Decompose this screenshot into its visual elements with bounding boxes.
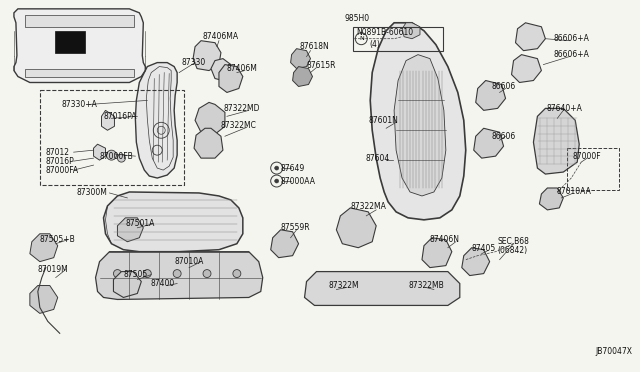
Bar bbox=[353, 27, 443, 51]
Text: 87322M: 87322M bbox=[328, 281, 359, 290]
Text: 87019M: 87019M bbox=[38, 265, 68, 274]
Polygon shape bbox=[292, 67, 312, 86]
Text: 87649: 87649 bbox=[281, 164, 305, 173]
Polygon shape bbox=[113, 272, 141, 298]
Polygon shape bbox=[394, 55, 446, 196]
Text: 87000FB: 87000FB bbox=[100, 152, 133, 161]
Polygon shape bbox=[516, 23, 545, 51]
Text: 87010AA: 87010AA bbox=[556, 187, 591, 196]
Text: 87330+A: 87330+A bbox=[61, 100, 97, 109]
Text: 86606+A: 86606+A bbox=[554, 34, 589, 43]
Text: 87016P: 87016P bbox=[46, 157, 74, 166]
Polygon shape bbox=[211, 59, 231, 80]
Text: 86606+A: 86606+A bbox=[554, 50, 589, 59]
Text: 87406MA: 87406MA bbox=[202, 32, 238, 41]
Circle shape bbox=[113, 270, 122, 278]
Polygon shape bbox=[511, 55, 541, 83]
Text: 87601N: 87601N bbox=[368, 116, 398, 125]
Polygon shape bbox=[540, 188, 563, 210]
Text: 87400: 87400 bbox=[150, 279, 175, 288]
Text: 87604: 87604 bbox=[365, 154, 390, 163]
Polygon shape bbox=[93, 144, 106, 160]
Polygon shape bbox=[117, 218, 143, 242]
Circle shape bbox=[233, 270, 241, 278]
Text: 87330: 87330 bbox=[181, 58, 205, 67]
Polygon shape bbox=[533, 108, 579, 174]
Text: 87559R: 87559R bbox=[281, 223, 310, 232]
Polygon shape bbox=[370, 23, 466, 220]
Polygon shape bbox=[95, 252, 263, 299]
Polygon shape bbox=[30, 234, 58, 262]
Text: 87322MD: 87322MD bbox=[224, 104, 260, 113]
Text: 87640+A: 87640+A bbox=[547, 104, 582, 113]
Circle shape bbox=[106, 150, 116, 160]
Circle shape bbox=[203, 270, 211, 278]
Text: 87300M: 87300M bbox=[77, 189, 108, 198]
Polygon shape bbox=[135, 62, 177, 178]
Polygon shape bbox=[30, 286, 58, 313]
Text: SEC.B68: SEC.B68 bbox=[498, 237, 529, 246]
Circle shape bbox=[143, 270, 151, 278]
Text: 985H0: 985H0 bbox=[344, 14, 369, 23]
Polygon shape bbox=[305, 272, 460, 305]
Text: JB70047X: JB70047X bbox=[595, 347, 632, 356]
Polygon shape bbox=[14, 9, 145, 83]
Circle shape bbox=[173, 270, 181, 278]
Text: 87016PA: 87016PA bbox=[104, 112, 137, 121]
Text: 87505: 87505 bbox=[124, 270, 148, 279]
Text: 87322MB: 87322MB bbox=[408, 281, 444, 290]
Circle shape bbox=[275, 166, 278, 170]
Polygon shape bbox=[271, 230, 299, 258]
Text: 87406M: 87406M bbox=[227, 64, 258, 73]
Polygon shape bbox=[195, 102, 225, 134]
Polygon shape bbox=[291, 49, 310, 68]
Text: 87012: 87012 bbox=[46, 148, 70, 157]
Text: 86606: 86606 bbox=[492, 82, 516, 91]
Circle shape bbox=[117, 154, 125, 162]
Text: (4): (4) bbox=[369, 40, 380, 49]
Polygon shape bbox=[194, 128, 223, 158]
Text: 87405: 87405 bbox=[472, 244, 496, 253]
Text: 87000AA: 87000AA bbox=[281, 177, 316, 186]
Text: 87000F: 87000F bbox=[572, 152, 601, 161]
Text: 87322MC: 87322MC bbox=[221, 121, 257, 130]
Text: 87406N: 87406N bbox=[430, 235, 460, 244]
Polygon shape bbox=[474, 128, 504, 158]
Circle shape bbox=[275, 179, 278, 183]
Polygon shape bbox=[25, 68, 134, 77]
Polygon shape bbox=[25, 15, 134, 27]
Bar bbox=[567, 148, 619, 190]
Text: 87322MA: 87322MA bbox=[350, 202, 386, 211]
Text: 87501A: 87501A bbox=[125, 219, 155, 228]
Text: 87000FA: 87000FA bbox=[46, 166, 79, 174]
Polygon shape bbox=[422, 238, 452, 267]
Text: 86606: 86606 bbox=[492, 132, 516, 141]
Polygon shape bbox=[55, 31, 84, 53]
Text: N: N bbox=[359, 36, 364, 41]
Polygon shape bbox=[476, 80, 506, 110]
Polygon shape bbox=[219, 65, 243, 93]
Text: 87010A: 87010A bbox=[174, 257, 204, 266]
Polygon shape bbox=[104, 192, 243, 252]
Text: N0891B-60610: N0891B-60610 bbox=[356, 28, 413, 37]
Polygon shape bbox=[402, 23, 420, 39]
Text: 87618N: 87618N bbox=[300, 42, 330, 51]
Polygon shape bbox=[462, 248, 490, 276]
Polygon shape bbox=[193, 41, 221, 71]
Polygon shape bbox=[102, 110, 115, 130]
Text: (06842): (06842) bbox=[498, 246, 528, 255]
Text: 87505+B: 87505+B bbox=[40, 235, 76, 244]
Text: 87615R: 87615R bbox=[307, 61, 336, 70]
Bar bbox=[40, 90, 184, 185]
Polygon shape bbox=[337, 208, 376, 248]
